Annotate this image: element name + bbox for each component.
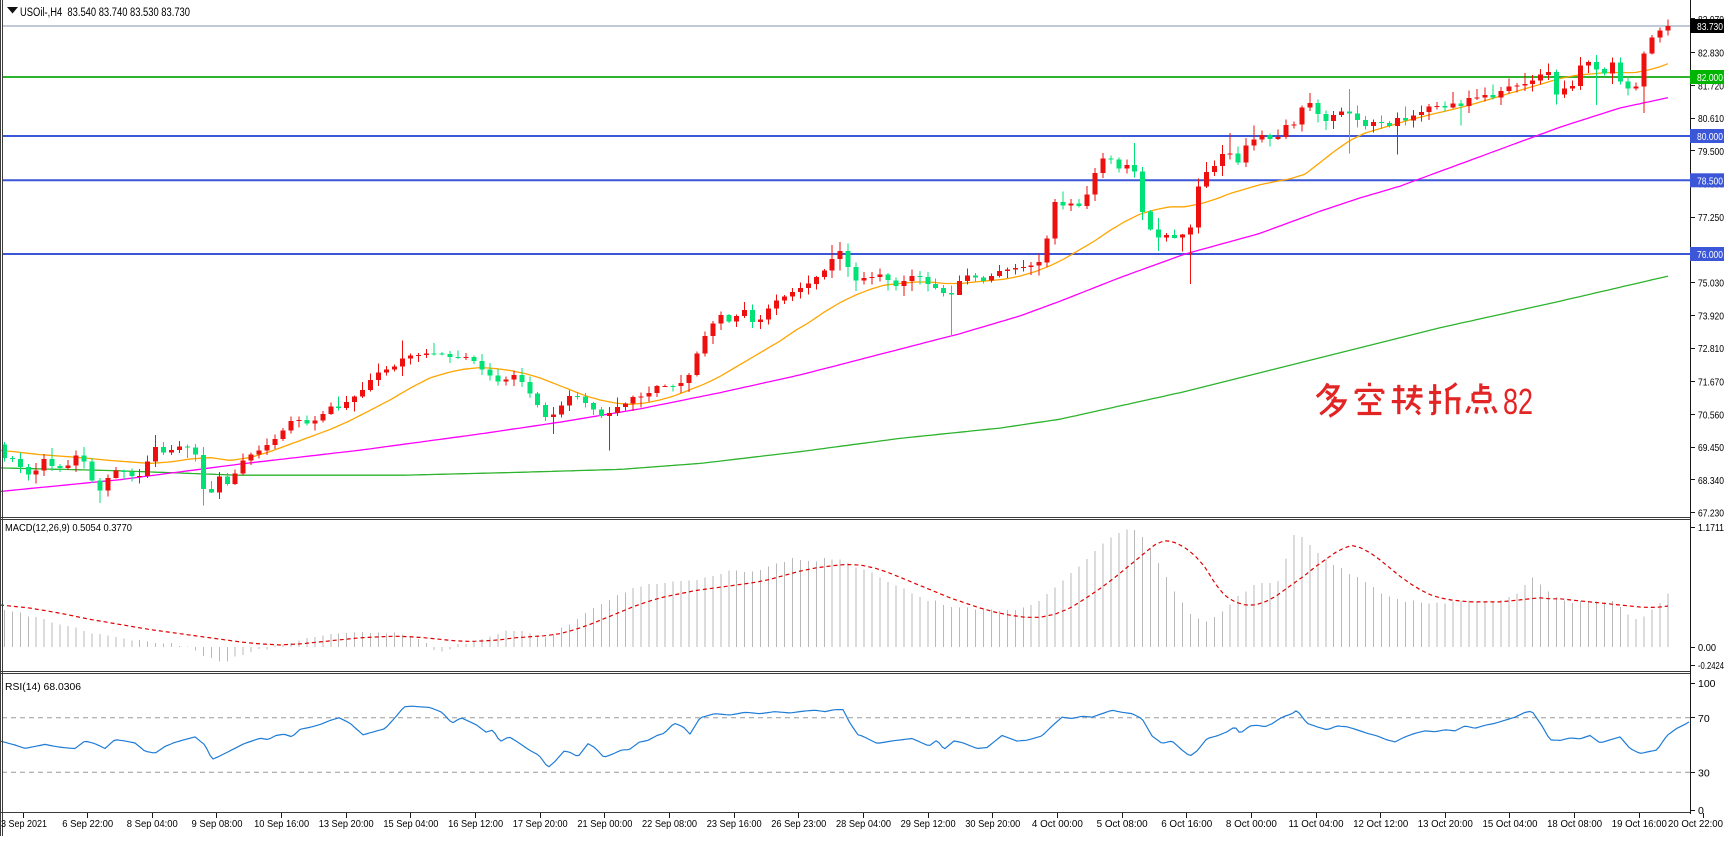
svg-text:30 Sep 20:00: 30 Sep 20:00	[965, 819, 1020, 830]
svg-text:19 Oct 16:00: 19 Oct 16:00	[1612, 819, 1667, 830]
svg-text:76.000: 76.000	[1697, 249, 1723, 261]
svg-text:72.810: 72.810	[1698, 343, 1724, 355]
svg-text:9 Sep 08:00: 9 Sep 08:00	[192, 819, 243, 830]
svg-text:83.730: 83.730	[1697, 21, 1723, 33]
svg-text:11 Oct 04:00: 11 Oct 04:00	[1289, 819, 1344, 830]
svg-text:4 Oct 00:00: 4 Oct 00:00	[1032, 819, 1083, 830]
svg-text:15 Oct 04:00: 15 Oct 04:00	[1483, 819, 1538, 830]
svg-text:16 Sep 12:00: 16 Sep 12:00	[448, 819, 503, 830]
svg-text:5 Oct 08:00: 5 Oct 08:00	[1097, 819, 1148, 830]
svg-text:6 Oct 16:00: 6 Oct 16:00	[1161, 819, 1212, 830]
svg-text:79.500: 79.500	[1698, 146, 1724, 158]
svg-text:69.450: 69.450	[1698, 442, 1724, 454]
svg-text:70.560: 70.560	[1698, 410, 1724, 422]
svg-text:13 Sep 20:00: 13 Sep 20:00	[319, 819, 374, 830]
svg-text:82.830: 82.830	[1698, 48, 1724, 60]
svg-text:77.250: 77.250	[1698, 212, 1724, 224]
svg-text:10 Sep 16:00: 10 Sep 16:00	[254, 819, 309, 830]
svg-text:82.000: 82.000	[1697, 72, 1723, 84]
svg-text:MACD(12,26,9) 0.5054 0.3770: MACD(12,26,9) 0.5054 0.3770	[5, 522, 132, 534]
svg-text:8 Sep 04:00: 8 Sep 04:00	[127, 819, 178, 830]
svg-text:RSI(14) 68.0306: RSI(14) 68.0306	[5, 681, 81, 693]
svg-text:68.340: 68.340	[1698, 475, 1724, 487]
svg-text:USOil-,H4 83.540 83.740 83.53: USOil-,H4 83.540 83.740 83.530 83.730	[20, 7, 190, 19]
svg-text:15 Sep 04:00: 15 Sep 04:00	[383, 819, 438, 830]
svg-text:80.610: 80.610	[1698, 113, 1724, 125]
svg-text:-0.2424: -0.2424	[1698, 660, 1724, 672]
svg-text:75.030: 75.030	[1698, 278, 1724, 290]
svg-text:17 Sep 20:00: 17 Sep 20:00	[513, 819, 568, 830]
svg-text:29 Sep 12:00: 29 Sep 12:00	[901, 819, 956, 830]
svg-text:100: 100	[1698, 678, 1716, 690]
svg-text:71.670: 71.670	[1698, 377, 1724, 389]
svg-text:26 Sep 23:00: 26 Sep 23:00	[771, 819, 826, 830]
svg-text:20 Oct 22:00: 20 Oct 22:00	[1668, 819, 1723, 830]
svg-text:28 Sep 04:00: 28 Sep 04:00	[836, 819, 891, 830]
svg-text:80.000: 80.000	[1697, 131, 1723, 143]
svg-text:0: 0	[1698, 805, 1704, 817]
svg-text:21 Sep 00:00: 21 Sep 00:00	[577, 819, 632, 830]
svg-text:0.00: 0.00	[1698, 642, 1716, 654]
svg-text:70: 70	[1698, 713, 1710, 725]
svg-text:6 Sep 22:00: 6 Sep 22:00	[62, 819, 113, 830]
svg-text:8 Oct 00:00: 8 Oct 00:00	[1226, 819, 1277, 830]
svg-text:18 Oct 08:00: 18 Oct 08:00	[1547, 819, 1602, 830]
svg-text:22 Sep 08:00: 22 Sep 08:00	[642, 819, 697, 830]
svg-text:67.230: 67.230	[1698, 508, 1724, 520]
svg-text:12 Oct 12:00: 12 Oct 12:00	[1353, 819, 1408, 830]
svg-text:73.920: 73.920	[1698, 310, 1724, 322]
svg-text:78.500: 78.500	[1697, 176, 1723, 188]
svg-text:1.1711: 1.1711	[1698, 522, 1724, 534]
svg-text:3 Sep 2021: 3 Sep 2021	[1, 819, 47, 830]
svg-text:82: 82	[1503, 381, 1533, 422]
svg-text:30: 30	[1698, 767, 1710, 779]
svg-text:23 Sep 16:00: 23 Sep 16:00	[707, 819, 762, 830]
svg-text:13 Oct 20:00: 13 Oct 20:00	[1418, 819, 1473, 830]
